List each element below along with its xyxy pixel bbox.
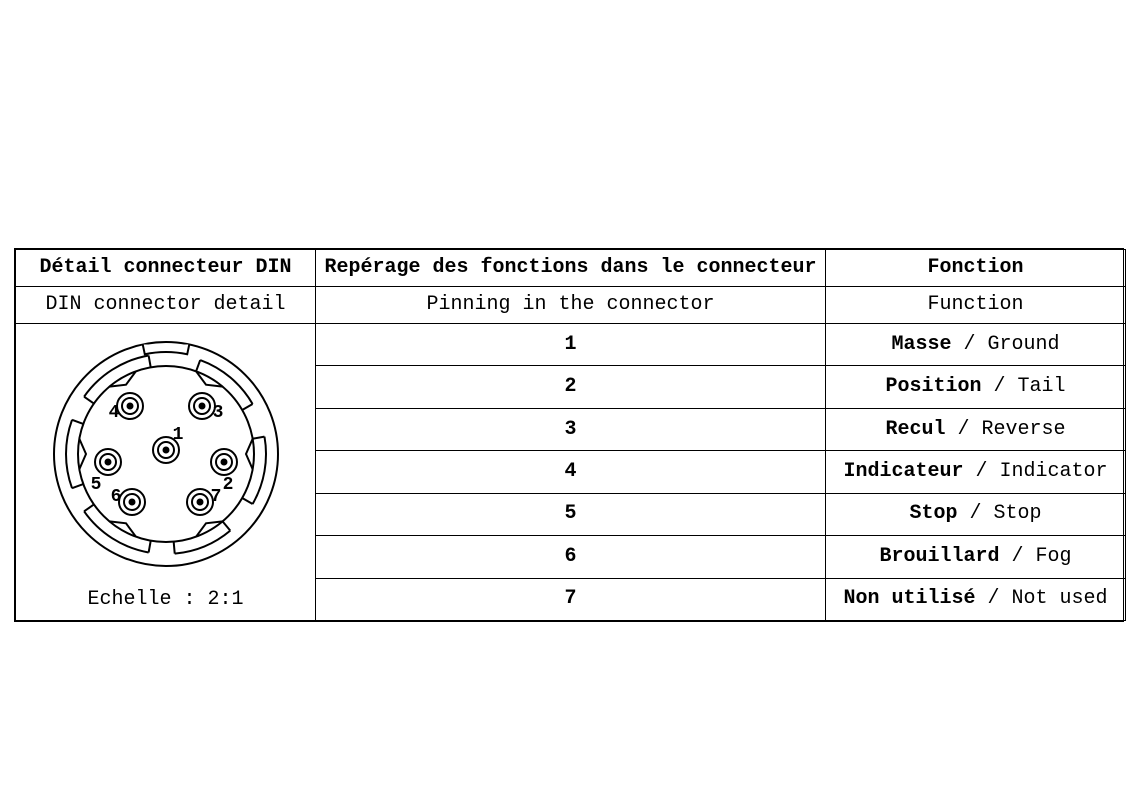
svg-text:1: 1: [172, 425, 183, 445]
pin-number: 5: [316, 493, 826, 535]
connector-pinout-table-container: Détail connecteur DIN Repérage des fonct…: [14, 248, 1124, 622]
header-c1-fr: Détail connecteur DIN: [16, 250, 316, 287]
svg-text:5: 5: [90, 475, 101, 495]
connector-diagram-cell: 1 2 3 4 56 7 Echelle : 2:1: [16, 324, 316, 621]
svg-text:2: 2: [222, 475, 233, 495]
header-row-fr: Détail connecteur DIN Repérage des fonct…: [16, 250, 1126, 287]
pin-number: 4: [316, 451, 826, 493]
header-c2-en: Pinning in the connector: [316, 287, 826, 324]
header-row-en: DIN connector detail Pinning in the conn…: [16, 287, 1126, 324]
header-c3-en: Function: [826, 287, 1126, 324]
pinout-table: Détail connecteur DIN Repérage des fonct…: [15, 249, 1126, 621]
svg-text:7: 7: [210, 487, 221, 507]
svg-text:6: 6: [110, 487, 121, 507]
pin-function: Position / Tail: [826, 366, 1126, 408]
header-c3-fr: Fonction: [826, 250, 1126, 287]
pin-function: Masse / Ground: [826, 324, 1126, 366]
pin-number: 3: [316, 408, 826, 450]
scale-label: Echelle : 2:1: [87, 582, 243, 616]
table-row: 1234567Echelle : 2:11Masse / Ground: [16, 324, 1126, 366]
svg-text:4: 4: [108, 403, 119, 423]
header-c2-fr: Repérage des fonctions dans le connecteu…: [316, 250, 826, 287]
header-c1-en: DIN connector detail: [16, 287, 316, 324]
pin-function: Non utilisé / Not used: [826, 578, 1126, 620]
pin-number: 7: [316, 578, 826, 620]
pin-number: 2: [316, 366, 826, 408]
pin-number: 6: [316, 536, 826, 578]
pin-function: Indicateur / Indicator: [826, 451, 1126, 493]
pin-function: Brouillard / Fog: [826, 536, 1126, 578]
pin-function: Recul / Reverse: [826, 408, 1126, 450]
svg-text:3: 3: [212, 403, 223, 423]
pin-number: 1: [316, 324, 826, 366]
din-connector-icon: 1 2 3 4 56 7: [36, 334, 296, 582]
pin-function: Stop / Stop: [826, 493, 1126, 535]
